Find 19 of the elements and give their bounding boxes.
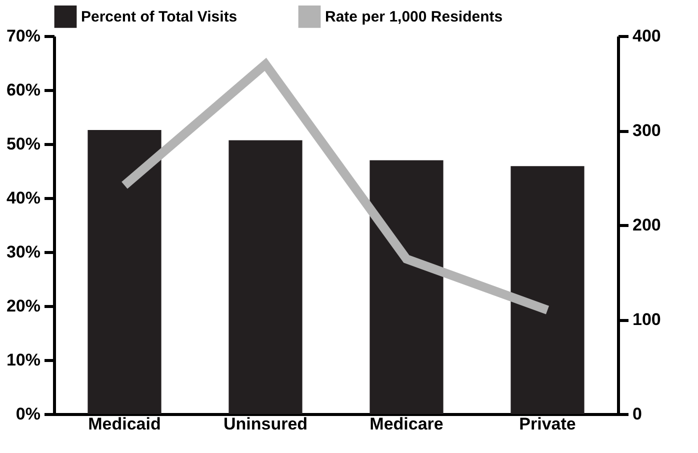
- x-tick-label: Uninsured: [223, 414, 308, 434]
- y2-tick-label: 300: [632, 121, 661, 140]
- x-tick-label: Medicare: [370, 414, 444, 434]
- y-tick-label: 40%: [6, 188, 40, 208]
- y2-tick-label: 100: [632, 310, 661, 329]
- y-tick-label: 70%: [6, 26, 40, 46]
- y-tick-label: 20%: [6, 296, 40, 316]
- y-tick-label: 0%: [16, 404, 40, 424]
- y-tick-label: 50%: [6, 134, 40, 154]
- y2-tick-label: 200: [632, 216, 661, 234]
- y2-tick-label: 0: [632, 404, 642, 424]
- legend-label: Rate per 1,000 Residents: [325, 8, 503, 26]
- y-tick-label: 10%: [6, 350, 40, 370]
- x-tick-label: Medicaid: [88, 414, 161, 434]
- y-tick-label: 30%: [6, 242, 40, 262]
- y-tick-label: 60%: [6, 80, 40, 100]
- legend-label: Percent of Total Visits: [81, 8, 238, 26]
- y2-tick-label: 400: [632, 26, 661, 46]
- x-tick-label: Private: [519, 414, 576, 434]
